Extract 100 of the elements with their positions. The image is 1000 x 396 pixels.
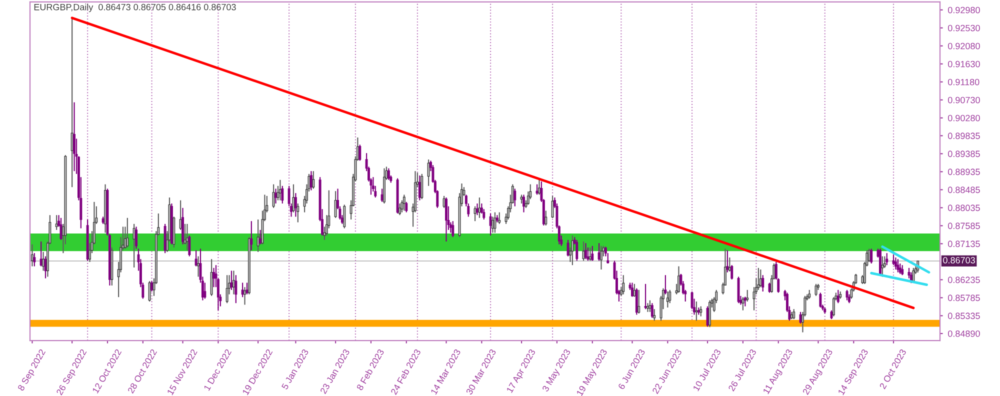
candlestick: [272, 184, 275, 208]
candlestick: [648, 300, 652, 312]
candlestick: [427, 158, 430, 186]
candlestick: [343, 204, 346, 229]
candlestick: [584, 242, 587, 260]
candlestick: [188, 234, 191, 257]
candlestick: [870, 248, 873, 264]
ref-line-label: 0.86703: [943, 257, 975, 264]
candlestick: [474, 206, 476, 222]
candlestick: [832, 296, 835, 317]
candlestick: [742, 296, 744, 311]
candlestick: [522, 194, 525, 213]
candlestick: [650, 302, 654, 318]
candlestick: [292, 184, 295, 213]
candlestick: [635, 288, 638, 316]
candlestick: [678, 266, 680, 294]
candlestick: [358, 144, 362, 162]
candlestick: [150, 280, 154, 292]
y-tick-label: 0.90730: [948, 96, 980, 104]
candlestick: [334, 190, 337, 218]
y-tick-label: 0.88035: [948, 204, 980, 212]
candlestick: [576, 239, 578, 262]
y-tick-label: 0.85785: [948, 294, 980, 302]
candlestick: [498, 212, 501, 224]
candlestick: [551, 195, 554, 218]
chart-title: EURGBP,Daily 0.86473 0.86705 0.86416 0.86703: [34, 4, 236, 12]
candlestick: [445, 196, 448, 242]
y-tick-label: 0.88935: [948, 168, 980, 176]
candlestick: [638, 289, 640, 314]
candlestick: [212, 267, 216, 288]
candlestick: [387, 168, 390, 180]
candlestick: [312, 170, 315, 190]
candlestick: [194, 250, 198, 267]
candlestick: [164, 223, 166, 254]
candlestick: [544, 210, 548, 226]
candlestick: [73, 102, 76, 172]
candlestick: [708, 300, 711, 328]
candlestick: [478, 196, 481, 218]
candlestick: [135, 226, 138, 250]
y-tick-label: 0.91630: [948, 60, 980, 68]
candlestick: [398, 202, 401, 216]
candlestick: [278, 179, 282, 201]
candlestick: [402, 194, 406, 212]
candlestick: [256, 218, 260, 252]
y-tick-label: 0.91180: [948, 78, 980, 86]
candlestick: [666, 290, 669, 308]
candlestick: [664, 274, 667, 295]
candlestick: [281, 185, 284, 204]
y-tick-label: 0.90280: [948, 114, 980, 122]
candlestick: [757, 267, 760, 290]
candlestick: [566, 239, 570, 257]
y-tick-label: 0.92530: [948, 24, 980, 32]
candlestick: [591, 245, 594, 262]
y-tick-label: 0.92080: [948, 42, 980, 50]
candlestick: [42, 251, 45, 272]
candlestick: [405, 201, 408, 213]
candlestick: [494, 212, 496, 234]
y-tick-label: 0.84890: [948, 330, 980, 337]
candlestick: [489, 212, 492, 236]
candlestick: [668, 289, 672, 304]
candlestick: [633, 283, 636, 298]
candlestick: [726, 250, 729, 273]
candlestick: [586, 246, 590, 262]
candlestick: [695, 300, 698, 322]
candlestick: [420, 173, 424, 200]
candlestick: [294, 192, 297, 218]
candlestick: [746, 289, 749, 302]
candlestick: [622, 274, 625, 295]
candlestick: [700, 306, 702, 317]
candlestick: [452, 220, 454, 238]
y-tick-label: 0.85335: [948, 312, 980, 320]
candlestick: [653, 308, 656, 322]
candlestick: [762, 274, 764, 292]
candlestick: [244, 286, 246, 306]
candlestick: [631, 282, 634, 298]
y-tick-label: 0.87135: [948, 240, 980, 248]
candlestick: [310, 170, 312, 191]
candlestick: [296, 202, 300, 223]
candlestick: [836, 289, 840, 304]
candlestick: [148, 280, 151, 302]
y-tick-label: 0.89835: [948, 132, 980, 140]
candlestick: [33, 252, 36, 267]
candlestick: [55, 214, 58, 230]
candlestick: [234, 274, 238, 304]
candlestick: [126, 217, 129, 248]
candlestick: [792, 308, 796, 320]
candlestick: [226, 274, 228, 304]
y-tick-label: 0.86235: [948, 276, 980, 284]
candlestick: [819, 292, 822, 308]
candlestick: [896, 258, 900, 273]
candlestick: [250, 220, 253, 251]
y-tick-label: 0.87585: [948, 222, 980, 230]
candlestick: [186, 223, 188, 251]
candlestick: [901, 264, 904, 276]
candlestick: [644, 283, 647, 310]
candlestick: [514, 188, 516, 207]
y-tick-label: 0.89385: [948, 150, 980, 158]
candlestick: [886, 252, 888, 266]
candlestick: [898, 262, 902, 274]
y-tick-label: 0.92980: [948, 6, 980, 14]
